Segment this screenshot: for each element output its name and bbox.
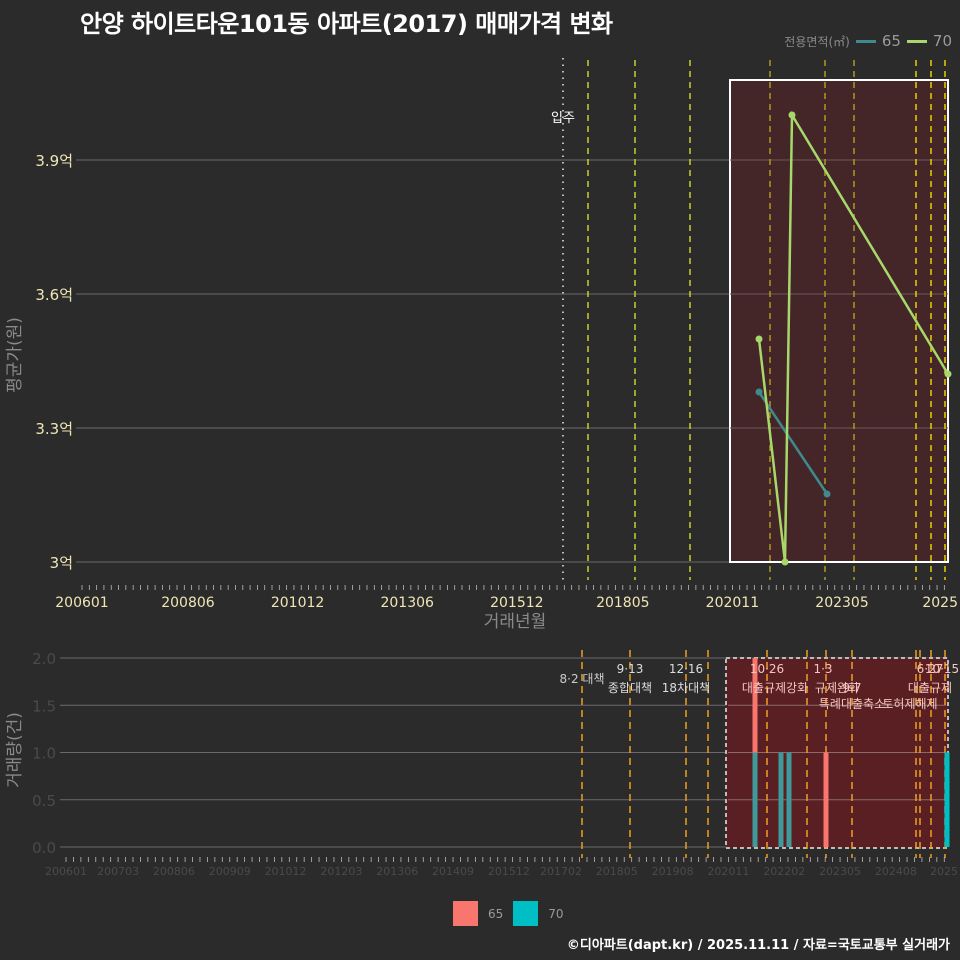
legend-top: 전용면적(㎡) 65 70 bbox=[784, 32, 952, 50]
y-tick-label: 0.0 bbox=[32, 839, 56, 857]
policy-label: 특례대출축소 bbox=[819, 697, 885, 711]
volume-bar bbox=[823, 752, 829, 847]
policy-label: 종합대책 bbox=[608, 680, 652, 695]
x-tick-label: 202011 bbox=[707, 865, 749, 878]
volume-bar-chart: 0.0 0.5 1.0 1.5 2.0 거래량(건) 8·2 대책 9·13 종합대책 12·16… bbox=[5, 650, 959, 878]
y-tick-label: 0.5 bbox=[32, 792, 56, 810]
x-tick-label: 201012 bbox=[265, 865, 307, 878]
y-axis-title: 평균가(원) bbox=[5, 317, 25, 393]
policy-label: 토허제해제 bbox=[882, 697, 937, 711]
y-tick-label: 1.5 bbox=[32, 697, 56, 715]
x-tick-label: 201702 bbox=[540, 865, 582, 878]
legend-swatch-70-icon bbox=[513, 901, 539, 926]
price-point bbox=[755, 388, 763, 396]
y-tick-label: 1.0 bbox=[32, 745, 56, 763]
price-point bbox=[755, 335, 763, 343]
x-tick-label: 201805 bbox=[596, 595, 649, 611]
x-tick-label: 200806 bbox=[153, 865, 195, 878]
x-tick-label: 201203 bbox=[320, 865, 362, 878]
x-tick-label: 200601 bbox=[55, 595, 108, 611]
price-line-65 bbox=[757, 391, 829, 495]
y-tick-label: 3.3억 bbox=[35, 420, 73, 438]
policy-date: 6·27 bbox=[917, 662, 944, 676]
x-tick-label: 201805 bbox=[596, 865, 638, 878]
price-line-70 bbox=[757, 110, 950, 563]
x-tick-label: 201908 bbox=[652, 865, 694, 878]
volume-bar bbox=[786, 752, 792, 847]
x-axis-title: 거래년월 bbox=[484, 612, 547, 632]
x-tick-label: 2025 bbox=[930, 865, 958, 878]
legend-line-65-icon bbox=[855, 39, 876, 43]
x-tick-label: 201512 bbox=[490, 595, 543, 611]
x-tick-label: 202408 bbox=[875, 865, 917, 878]
x-tick-label: 2025 bbox=[922, 595, 958, 611]
policy-date: 12·16 bbox=[669, 662, 703, 676]
x-tick-label: 202305 bbox=[815, 595, 868, 611]
volume-bar bbox=[752, 752, 758, 847]
x-tick-label: 200601 bbox=[45, 865, 87, 878]
price-point bbox=[823, 490, 831, 498]
legend-line-70-icon bbox=[906, 39, 927, 43]
policy-date: 10·15 bbox=[925, 662, 959, 676]
legend-bottom-label-65: 65 bbox=[488, 906, 504, 921]
policy-date: 9·7 bbox=[842, 681, 861, 695]
policy-label: 18차대책 bbox=[662, 680, 710, 695]
x-tick-label: 200703 bbox=[97, 865, 139, 878]
x-tick-label: 201512 bbox=[488, 865, 530, 878]
policy-date: 9·13 bbox=[617, 662, 644, 676]
x-tick-label: 200806 bbox=[161, 595, 215, 611]
legend-bottom: 65 70 bbox=[453, 901, 564, 926]
y-axis-title: 거래량(건) bbox=[5, 712, 25, 788]
policy-label: 규제완화 bbox=[815, 681, 859, 695]
legend-swatch-65-icon bbox=[453, 901, 478, 926]
price-point bbox=[781, 558, 789, 566]
legend-label-70: 70 bbox=[932, 32, 952, 50]
x-tick-label: 201306 bbox=[376, 865, 418, 878]
policy-date: 10·26 bbox=[750, 662, 784, 676]
policy-date: 1·3 bbox=[813, 662, 832, 676]
price-line-chart: 3억 3.3억 3.6억 3.9억 입주 200601 200806 201012 201306… bbox=[5, 58, 958, 632]
chart-title: 안양 하이트타운101동 아파트(2017) 매매가격 변화 bbox=[80, 10, 613, 38]
y-tick-label: 3.9억 bbox=[35, 152, 73, 170]
x-tick-label: 201409 bbox=[432, 865, 474, 878]
price-point bbox=[788, 111, 796, 119]
price-point bbox=[944, 370, 952, 378]
legend-bottom-label-70: 70 bbox=[548, 906, 564, 921]
source-footer: ©디아파트(dapt.kr) / 2025.11.11 / 자료=국토교통부 실… bbox=[566, 938, 950, 953]
x-tick-label: 202305 bbox=[819, 865, 861, 878]
x-tick-label: 202202 bbox=[763, 865, 805, 878]
legend-title: 전용면적(㎡) bbox=[784, 34, 850, 49]
policy-label: 대출규제강화 bbox=[742, 681, 808, 695]
policy-label: 대출규제 bbox=[908, 681, 952, 695]
volume-bar bbox=[752, 658, 758, 753]
volume-bar bbox=[778, 752, 784, 847]
legend-label-65: 65 bbox=[881, 32, 901, 50]
y-tick-label: 3.6억 bbox=[35, 286, 73, 304]
move-in-label: 입주 bbox=[551, 111, 575, 126]
y-tick-label: 3억 bbox=[50, 554, 73, 572]
volume-bar bbox=[944, 752, 950, 847]
x-tick-label: 202011 bbox=[706, 595, 759, 611]
policy-annotation: 8·2 대책 bbox=[560, 671, 605, 686]
x-tick-label: 200909 bbox=[209, 865, 251, 878]
y-tick-label: 2.0 bbox=[32, 650, 56, 668]
x-tick-label: 201306 bbox=[380, 595, 434, 611]
x-tick-label: 201012 bbox=[271, 595, 324, 611]
